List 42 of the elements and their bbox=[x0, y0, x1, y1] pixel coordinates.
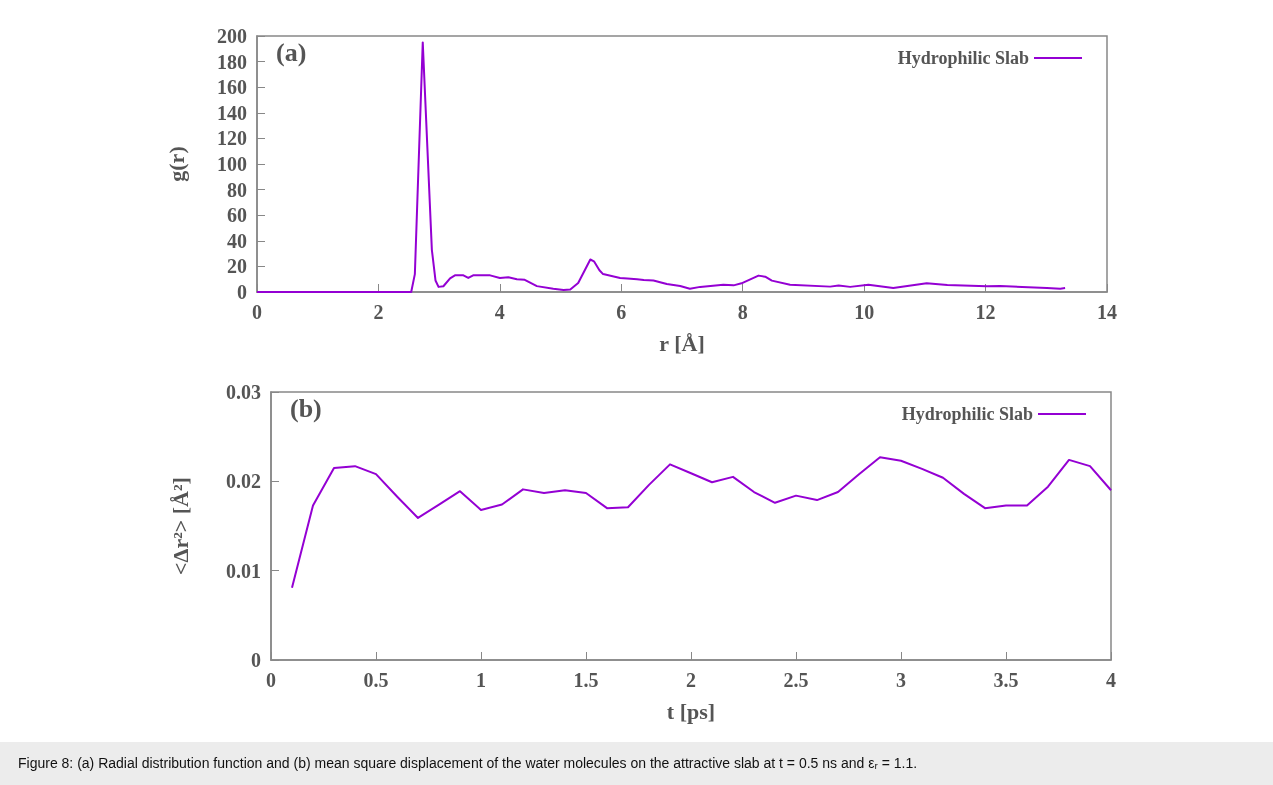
y-tick-label: 120 bbox=[217, 127, 247, 150]
x-tick-label: 3 bbox=[896, 669, 906, 691]
x-tick-label: 8 bbox=[737, 301, 748, 323]
x-tick-label: 14 bbox=[1097, 301, 1117, 323]
legend-label: Hydrophilic Slab bbox=[897, 48, 1029, 68]
y-tick-label: 0.03 bbox=[226, 381, 261, 403]
x-tick-label: 4 bbox=[1106, 669, 1116, 691]
x-tick-label: 3.5 bbox=[993, 669, 1019, 691]
x-axis-title: r [Å] bbox=[659, 330, 705, 356]
line-series bbox=[256, 41, 1067, 293]
x-tick-label: 2 bbox=[686, 669, 696, 691]
y-tick-label: 0.02 bbox=[226, 470, 261, 493]
y-tick-label: 60 bbox=[227, 204, 247, 227]
x-tick-label: 2 bbox=[373, 301, 384, 323]
caption: Figure 8: (a) Radial distribution function and (b) mean square displacement of the water molecules on the attractive slab at t = 0.5 ns and εᵣ = 1.1. bbox=[0, 742, 1273, 785]
y-tick-label: 140 bbox=[217, 101, 247, 124]
y-tick-label: 0.01 bbox=[226, 559, 261, 582]
y-tick-label: 100 bbox=[217, 153, 247, 175]
y-tick-label: 80 bbox=[227, 178, 247, 201]
y-tick-label: 180 bbox=[217, 50, 247, 73]
line-series bbox=[291, 456, 1112, 589]
x-tick-label: 0 bbox=[266, 669, 276, 691]
chart-title: (a) bbox=[276, 37, 307, 67]
x-tick-label: 10 bbox=[854, 301, 875, 323]
chart-title: (b) bbox=[290, 393, 322, 423]
x-tick-label: 1 bbox=[476, 669, 486, 691]
y-tick-label: 40 bbox=[227, 229, 247, 252]
legend-label: Hydrophilic Slab bbox=[901, 404, 1033, 424]
x-axis-title: t [ps] bbox=[666, 698, 716, 724]
x-tick-label: 2.5 bbox=[783, 669, 809, 691]
x-tick-label: 1.5 bbox=[573, 669, 599, 691]
y-tick-label: 200 bbox=[217, 25, 247, 47]
y-axis-title: g(r) bbox=[163, 146, 189, 182]
x-tick-label: 12 bbox=[975, 301, 996, 323]
y-tick-label: 0 bbox=[251, 649, 261, 671]
y-axis-title: <Δr²> [Å²] bbox=[167, 477, 193, 575]
y-tick-label: 20 bbox=[227, 255, 247, 278]
x-tick-label: 6 bbox=[616, 301, 627, 323]
x-tick-label: 4 bbox=[494, 301, 505, 323]
y-tick-label: 0 bbox=[237, 281, 247, 303]
x-tick-label: 0.5 bbox=[363, 669, 389, 691]
y-tick-label: 160 bbox=[217, 76, 247, 99]
